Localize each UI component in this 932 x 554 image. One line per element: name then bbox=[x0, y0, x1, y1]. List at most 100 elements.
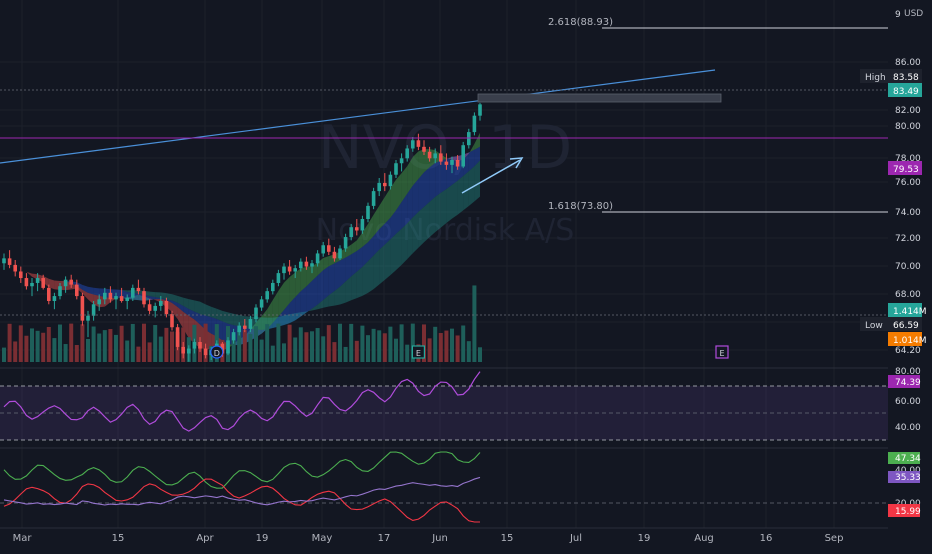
volume-bar bbox=[120, 326, 124, 362]
candle-body bbox=[181, 347, 185, 354]
volume-bar bbox=[243, 330, 247, 362]
price-label: 1.014M bbox=[893, 336, 927, 346]
candle-body bbox=[383, 183, 387, 186]
candle-body bbox=[271, 283, 275, 291]
event-label: E bbox=[719, 349, 724, 358]
event-label: E bbox=[416, 349, 421, 358]
ema-band-slow bbox=[166, 293, 172, 300]
x-tick-label: 16 bbox=[760, 533, 773, 544]
volume-bar bbox=[58, 325, 62, 362]
volume-bar bbox=[80, 324, 84, 362]
volume-bar bbox=[383, 333, 387, 362]
candle-body bbox=[53, 296, 57, 301]
ema-band-fast bbox=[379, 197, 385, 229]
volume-bar bbox=[282, 343, 286, 362]
ema-band-mid bbox=[430, 163, 436, 202]
ema-band-slow bbox=[222, 311, 228, 324]
volume-bar bbox=[299, 327, 303, 362]
volume-bar bbox=[159, 337, 163, 362]
candle-body bbox=[260, 299, 264, 307]
candle-body bbox=[187, 349, 191, 354]
price-tick-label: 82.00 bbox=[895, 106, 921, 116]
candle-body bbox=[299, 262, 303, 269]
volume-bar bbox=[86, 339, 90, 362]
price-tick-label: 72.00 bbox=[895, 234, 921, 244]
ema-band-slow bbox=[362, 261, 368, 296]
svg-text:40.00: 40.00 bbox=[895, 423, 921, 433]
candle-body bbox=[478, 104, 482, 115]
ema-band-slow bbox=[424, 202, 430, 242]
ema-band-slow bbox=[351, 272, 357, 301]
svg-text:47.34: 47.34 bbox=[895, 454, 921, 464]
volume-bar bbox=[136, 347, 140, 362]
candle-body bbox=[232, 332, 236, 340]
ema-band-slow bbox=[385, 239, 391, 280]
volume-bar bbox=[142, 324, 146, 362]
candle-body bbox=[193, 342, 197, 349]
volume-bar bbox=[108, 329, 112, 362]
volume-bar bbox=[36, 331, 40, 362]
ema-band-slow bbox=[357, 267, 363, 298]
volume-bar bbox=[41, 333, 45, 362]
volume-bar bbox=[360, 326, 364, 362]
price-axis[interactable]: USD 986.0082.0080.0078.0076.0074.0072.00… bbox=[860, 0, 932, 550]
candle-body bbox=[310, 263, 314, 266]
ema-band-slow bbox=[452, 181, 458, 219]
resistance-zone[interactable] bbox=[478, 94, 721, 102]
volume-bar bbox=[433, 327, 437, 362]
volume-bar bbox=[304, 332, 308, 362]
svg-text:15.99: 15.99 bbox=[895, 507, 921, 517]
candle-body bbox=[75, 285, 79, 296]
ema-band-slow bbox=[430, 197, 436, 237]
volume-bar bbox=[478, 347, 482, 362]
volume-bar bbox=[254, 326, 258, 362]
volume-bar bbox=[388, 327, 392, 362]
volume-bar bbox=[248, 334, 252, 362]
ema-band-slow bbox=[194, 300, 200, 314]
volume-bar bbox=[13, 341, 17, 362]
ema-band-slow bbox=[368, 255, 374, 292]
price-tick-label: 76.00 bbox=[895, 178, 921, 188]
ema-band-slow bbox=[407, 217, 413, 259]
candle-body bbox=[361, 219, 365, 230]
svg-text:74.39: 74.39 bbox=[895, 378, 921, 388]
candle-body bbox=[433, 153, 437, 158]
ema-band-slow bbox=[374, 250, 380, 289]
price-label: 66.59 bbox=[893, 321, 919, 331]
ema-band-slow bbox=[155, 292, 161, 298]
candle-body bbox=[321, 245, 325, 253]
candle-body bbox=[394, 163, 398, 174]
candle-body bbox=[293, 268, 297, 271]
candle-body bbox=[2, 258, 6, 263]
volume-bar bbox=[265, 324, 269, 362]
candle-body bbox=[277, 273, 281, 283]
volume-bar bbox=[164, 328, 168, 362]
candle-body bbox=[170, 314, 174, 327]
ema-band-fast bbox=[26, 272, 32, 277]
candle-body bbox=[389, 175, 393, 186]
candle-body bbox=[355, 227, 359, 230]
candle-body bbox=[282, 267, 286, 274]
volume-bar bbox=[92, 326, 96, 362]
grid bbox=[0, 0, 888, 528]
candle-body bbox=[125, 298, 129, 301]
x-tick-label: Apr bbox=[196, 533, 214, 544]
price-label: 83.58 bbox=[893, 73, 919, 83]
candle-body bbox=[36, 278, 40, 283]
candle-body bbox=[254, 308, 258, 319]
ema-band-slow bbox=[234, 314, 240, 327]
volume-bar bbox=[338, 324, 342, 362]
candle-body bbox=[333, 252, 337, 259]
volume-bar bbox=[52, 338, 56, 362]
ema-band-mid bbox=[413, 179, 419, 217]
candle-body bbox=[445, 162, 449, 165]
svg-text:35.33: 35.33 bbox=[895, 473, 921, 483]
adx-line bbox=[4, 477, 480, 505]
volume-bar bbox=[288, 325, 292, 362]
volume-bar bbox=[64, 344, 68, 362]
volume-bar bbox=[450, 329, 454, 362]
volume-bar bbox=[2, 348, 6, 362]
volume-bar bbox=[467, 341, 471, 362]
volume-bar bbox=[366, 335, 370, 362]
